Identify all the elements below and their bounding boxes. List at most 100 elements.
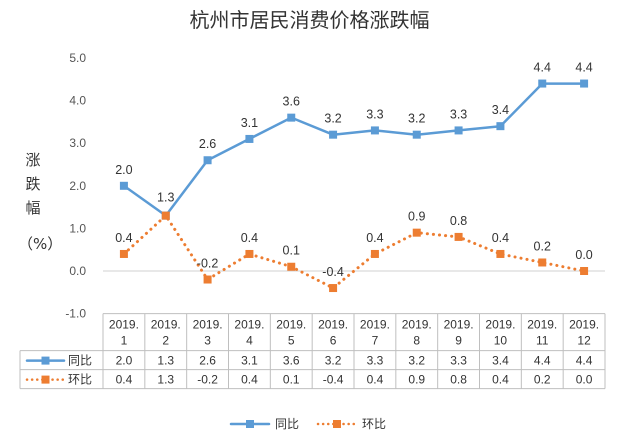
data-label-同比: 4.4 xyxy=(534,61,551,75)
data-point-同比 xyxy=(370,126,379,135)
data-label-同比: 3.4 xyxy=(492,103,509,117)
series-line-同比 xyxy=(122,82,586,217)
data-label-同比: 2.0 xyxy=(115,163,132,177)
x-tick-label-month: 11 xyxy=(536,334,549,348)
table-cell-环比: 0.8 xyxy=(450,373,467,387)
data-point-同比 xyxy=(454,126,463,135)
data-point-环比 xyxy=(454,232,463,241)
x-tick-label-month: 7 xyxy=(372,334,379,348)
data-point-同比 xyxy=(119,181,128,190)
x-tick-label-year: 2019. xyxy=(444,318,474,332)
x-tick-label-month: 12 xyxy=(577,334,591,348)
data-label-环比: -0.4 xyxy=(322,265,344,279)
x-tick-label-year: 2019. xyxy=(276,318,306,332)
x-tick-label-month: 4 xyxy=(246,334,253,348)
table-cell-同比: 3.3 xyxy=(367,354,384,368)
y-axis-label-char-1: 跌 xyxy=(25,175,41,193)
table-legend-marker-同比 xyxy=(41,356,50,365)
x-tick-label-year: 2019. xyxy=(527,318,557,332)
data-label-环比: 0.1 xyxy=(283,244,300,258)
data-label-同比: 4.4 xyxy=(575,61,592,75)
data-point-同比 xyxy=(245,134,254,143)
table-cell-环比: 1.3 xyxy=(157,373,174,387)
table-cell-环比: 0.0 xyxy=(576,373,593,387)
data-label-环比: 0.0 xyxy=(575,248,592,262)
data-label-环比: -0.2 xyxy=(197,257,219,271)
y-tick-label: 5.0 xyxy=(69,51,86,65)
table-cell-同比: 3.6 xyxy=(283,354,300,368)
data-label-环比: 0.4 xyxy=(492,231,509,245)
x-tick-label-year: 2019. xyxy=(234,318,264,332)
data-label-环比: 0.2 xyxy=(534,239,551,253)
data-point-环比 xyxy=(161,211,170,220)
x-tick-label-year: 2019. xyxy=(318,318,348,332)
data-point-同比 xyxy=(580,79,589,88)
table-cell-环比: 0.4 xyxy=(492,373,509,387)
data-point-环比 xyxy=(370,249,379,258)
table-cell-同比: 3.4 xyxy=(492,354,509,368)
data-point-环比 xyxy=(329,284,338,293)
x-tick-label-month: 5 xyxy=(288,334,295,348)
table-cell-同比: 4.4 xyxy=(576,354,593,368)
data-label-环比: 0.8 xyxy=(450,214,467,228)
x-tick-label-month: 6 xyxy=(330,334,337,348)
table-legend-label-环比: 环比 xyxy=(68,373,92,387)
x-tick-label-year: 2019. xyxy=(109,318,139,332)
x-tick-label-month: 8 xyxy=(413,334,420,348)
y-tick-label: 1.0 xyxy=(69,221,86,235)
y-tick-label: 2.0 xyxy=(69,179,86,193)
x-tick-label-year: 2019. xyxy=(402,318,432,332)
data-label-同比: 1.3 xyxy=(157,191,174,205)
data-point-环比 xyxy=(287,262,296,271)
data-label-同比: 3.2 xyxy=(324,112,341,126)
legend-marker-同比 xyxy=(246,420,254,428)
data-point-同比 xyxy=(538,79,547,88)
data-point-环比 xyxy=(412,228,421,237)
data-point-同比 xyxy=(329,130,338,139)
table-cell-同比: 4.4 xyxy=(534,354,551,368)
table-cell-环比: 0.4 xyxy=(116,373,133,387)
y-tick-label: 0.0 xyxy=(69,264,86,278)
table-cell-环比: -0.2 xyxy=(197,373,218,387)
data-point-环比 xyxy=(538,258,547,267)
table-legend-label-同比: 同比 xyxy=(68,354,92,368)
table-cell-环比: -0.4 xyxy=(323,373,344,387)
legend-marker-环比 xyxy=(333,420,341,428)
table-cell-环比: 0.1 xyxy=(283,373,300,387)
data-point-环比 xyxy=(496,249,505,258)
data-point-同比 xyxy=(412,130,421,139)
data-label-环比: 0.4 xyxy=(115,231,132,245)
table-cell-同比: 1.3 xyxy=(157,354,174,368)
data-point-环比 xyxy=(245,249,254,258)
table-cell-同比: 3.1 xyxy=(241,354,258,368)
y-axis-label-text: 涨跌幅 xyxy=(18,148,48,220)
x-tick-label-year: 2019. xyxy=(151,318,181,332)
table-cell-同比: 2.6 xyxy=(199,354,216,368)
data-point-同比 xyxy=(203,156,212,165)
table-cell-环比: 0.9 xyxy=(408,373,425,387)
x-tick-label-year: 2019. xyxy=(485,318,515,332)
y-axis-label-char-2: 幅 xyxy=(25,199,41,217)
data-point-同比 xyxy=(496,122,505,131)
table-cell-环比: 0.4 xyxy=(367,373,384,387)
table-cell-环比: 0.4 xyxy=(241,373,258,387)
data-label-同比: 3.1 xyxy=(241,116,258,130)
data-label-同比: 3.2 xyxy=(408,112,425,126)
x-tick-label-month: 1 xyxy=(121,334,128,348)
table-cell-同比: 3.2 xyxy=(408,354,425,368)
data-point-同比 xyxy=(287,113,296,122)
y-axis-label-char-0: 涨 xyxy=(25,151,41,169)
series-line-环比 xyxy=(122,214,586,290)
x-tick-label-month: 10 xyxy=(494,334,508,348)
y-tick-label: 3.0 xyxy=(69,136,86,150)
data-label-同比: 3.3 xyxy=(450,107,467,121)
data-label-同比: 2.6 xyxy=(199,137,216,151)
data-point-环比 xyxy=(580,267,589,275)
legend-label-同比: 同比 xyxy=(275,417,299,431)
y-tick-label: -1.0 xyxy=(65,307,86,321)
data-label-环比: 0.4 xyxy=(241,231,258,245)
x-tick-label-month: 3 xyxy=(204,334,211,348)
y-tick-label: 4.0 xyxy=(69,94,86,108)
table-legend-marker-环比 xyxy=(41,375,50,384)
